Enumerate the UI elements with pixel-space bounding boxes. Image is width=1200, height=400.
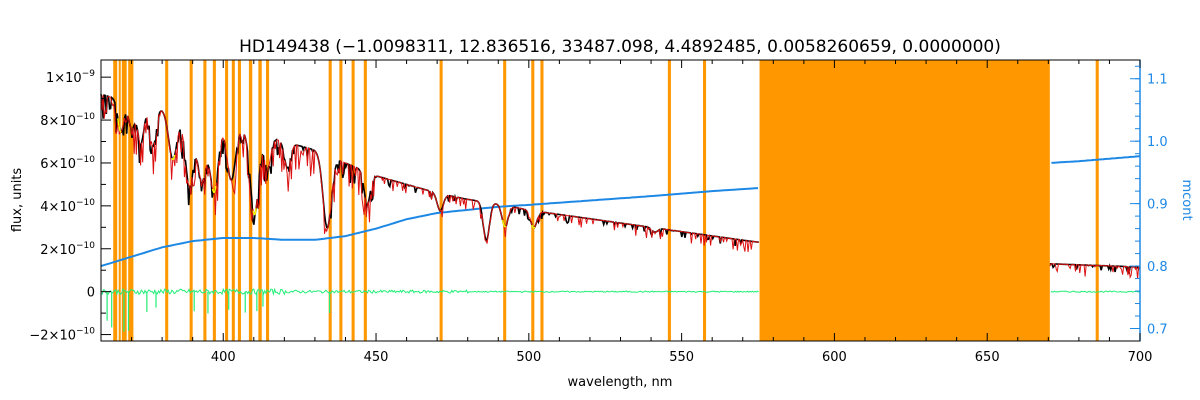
- fit-segment-5: [531, 224, 536, 229]
- x-tick-label: 600: [822, 350, 847, 365]
- masked-region-1: [118, 60, 121, 341]
- y-tick-label: 1×10−9: [46, 69, 95, 86]
- masked-region-2: [121, 60, 127, 341]
- y-tick-label: 6×10−10: [40, 155, 95, 172]
- residuals-line: [100, 287, 759, 296]
- fit-segments: [117, 118, 536, 229]
- masked-region-0: [113, 60, 118, 341]
- masked-region-3: [128, 60, 134, 341]
- masked-region-12: [258, 60, 262, 341]
- x-tick-label: 400: [211, 350, 236, 365]
- masked-region-22: [667, 60, 671, 341]
- y-right-tick-label: 0.9: [1147, 198, 1168, 213]
- x-tick-label: 700: [1128, 350, 1153, 365]
- masked-region-21: [540, 60, 544, 341]
- x-axis-title: wavelength, nm: [568, 375, 673, 390]
- y-axis-title: flux, units: [10, 168, 25, 233]
- y-axis-right: 0.7 0.8 0.9 1.0 1.1: [1130, 65, 1168, 338]
- observed-flux-line-right-segment: [1049, 262, 1141, 274]
- y-tick-label: 0: [87, 286, 95, 301]
- masked-region-16: [351, 60, 355, 341]
- fit-segment-4: [501, 219, 507, 228]
- masked-region-10: [237, 60, 241, 341]
- residual-spikes: [106, 291, 331, 332]
- continuum-line: [100, 187, 759, 268]
- fit-segment-2: [211, 186, 217, 194]
- observed-flux-line: [100, 94, 759, 247]
- x-tick-label: 500: [516, 350, 541, 365]
- model-flux-line: [100, 94, 759, 252]
- masked-region-25: [1095, 60, 1099, 341]
- masked-region-14: [328, 60, 332, 341]
- masked-region-20: [531, 60, 535, 341]
- y-axis-right-title: mcont: [1179, 179, 1194, 220]
- fit-segment-1: [171, 154, 176, 161]
- masked-region-9: [231, 60, 235, 341]
- y-tick-label: 2×10−10: [40, 241, 95, 258]
- y-right-tick-label: 0.7: [1147, 323, 1168, 338]
- x-tick-label: 550: [669, 350, 694, 365]
- plot-area: [100, 94, 1141, 332]
- masked-region-15: [339, 60, 343, 341]
- y-tick-label: 4×10−10: [40, 198, 95, 215]
- y-right-tick-label: 1.1: [1147, 73, 1168, 88]
- masked-region-6: [203, 60, 207, 341]
- masked-region-13: [266, 60, 270, 341]
- chart-title: HD149438 (−1.0098311, 12.836516, 33487.0…: [239, 37, 1001, 57]
- y-tick-label: 8×10−10: [40, 112, 95, 129]
- x-tick-label: 450: [364, 350, 389, 365]
- masked-region-24: [759, 60, 1050, 341]
- x-axis: 400 450 500 550 600 650 700: [100, 60, 1153, 365]
- model-flux-line-right-segment: [1049, 263, 1140, 280]
- masked-region-8: [225, 60, 229, 341]
- y-right-tick-label: 0.8: [1147, 260, 1168, 275]
- masked-region-5: [189, 60, 193, 341]
- y-right-tick-label: 1.0: [1147, 135, 1168, 150]
- masked-region-4: [165, 60, 169, 341]
- masked-regions: [113, 60, 1099, 341]
- fit-segment-0: [117, 118, 122, 133]
- continuum-line-right-segment: [1051, 155, 1141, 164]
- masked-region-18: [439, 60, 443, 341]
- fit-segment-3: [252, 208, 257, 216]
- y-tick-label: −2×10−10: [29, 327, 95, 344]
- residuals-line-right-segment: [1050, 290, 1141, 293]
- masked-region-19: [503, 60, 507, 341]
- x-tick-label: 650: [975, 350, 1000, 365]
- y-axis-left: −2×10−10 0 2×10−10 4×10−10 6×10−10 8×10−10 1×1…: [29, 69, 111, 344]
- masked-region-23: [703, 60, 707, 341]
